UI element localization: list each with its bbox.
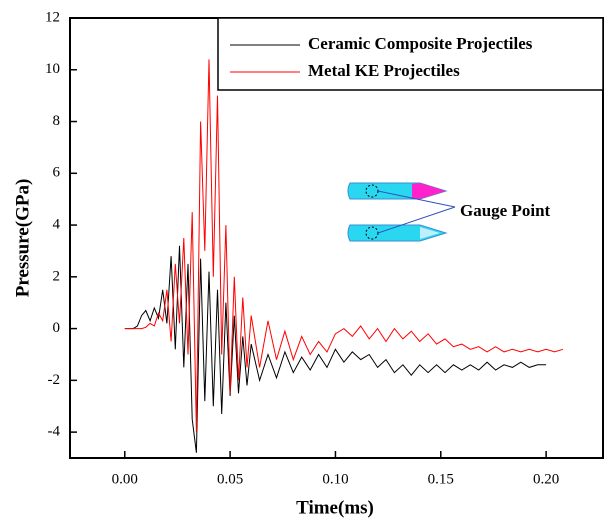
x-tick-label: 0.05: [217, 471, 243, 487]
y-tick-label: 2: [53, 268, 61, 284]
y-axis-label: Pressure(GPa): [12, 179, 33, 298]
x-tick-label: 0.15: [428, 471, 454, 487]
y-tick-label: 4: [53, 216, 61, 232]
x-tick-label: 0.10: [322, 471, 348, 487]
legend-box: [217, 17, 604, 91]
y-tick-label: -2: [48, 372, 61, 388]
legend-label: Metal KE Projectiles: [308, 61, 460, 80]
x-tick-label: 0.00: [112, 471, 138, 487]
y-tick-label: -4: [48, 424, 61, 440]
x-tick-label: 0.20: [533, 471, 559, 487]
series-line: [124, 245, 547, 453]
series-line: [124, 59, 564, 433]
y-tick-label: 8: [53, 113, 61, 129]
y-tick-label: 12: [45, 9, 60, 25]
y-tick-label: 0: [53, 320, 61, 336]
legend-label: Ceramic Composite Projectiles: [308, 34, 533, 53]
annotation: Gauge Point: [460, 201, 551, 220]
plot-area: [124, 59, 564, 453]
y-tick-label: 10: [45, 61, 60, 77]
y-tick-label: 6: [53, 165, 61, 181]
gauge-icons: [347, 182, 456, 242]
x-axis-label: Time(ms): [296, 497, 374, 518]
